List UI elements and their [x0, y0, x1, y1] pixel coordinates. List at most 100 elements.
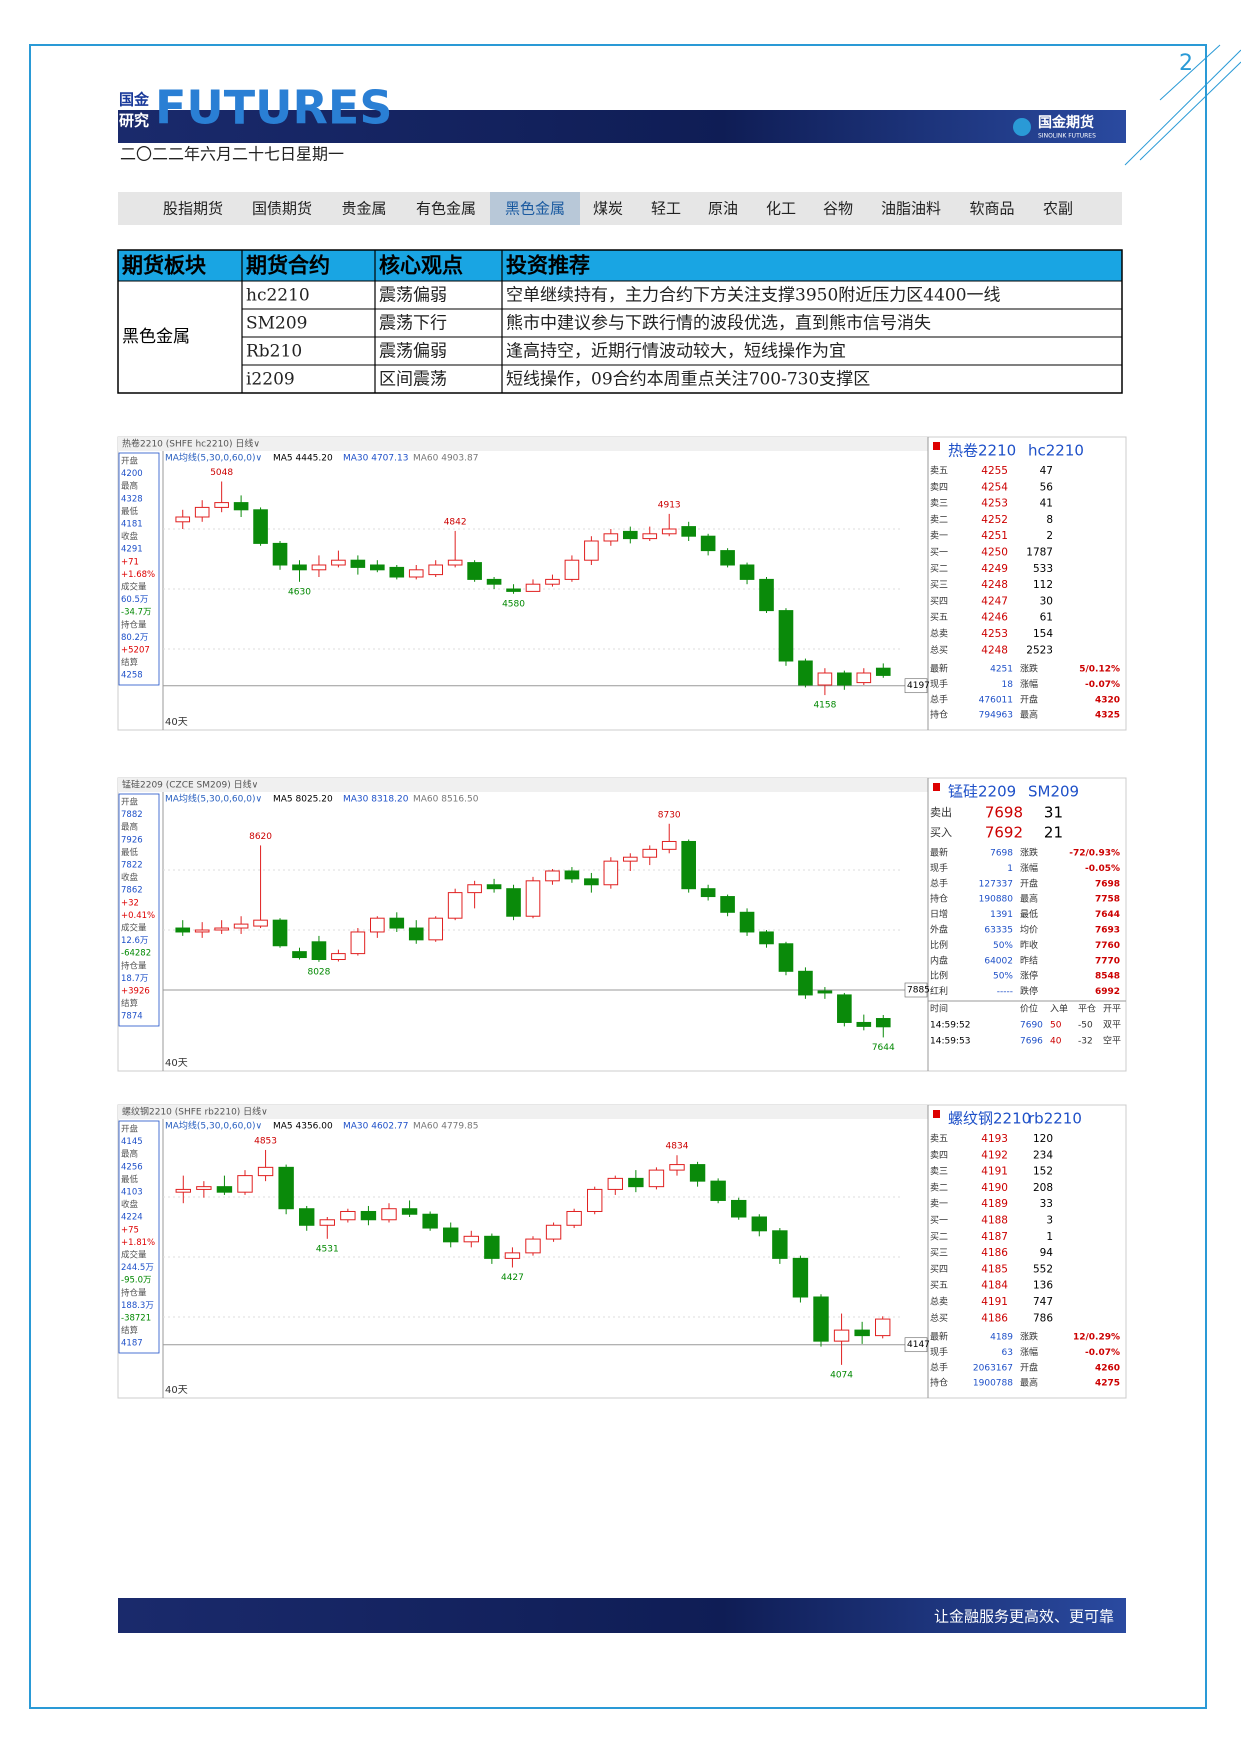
info-column — [118, 452, 160, 686]
tick-header: 开平 — [1103, 1004, 1121, 1015]
info-column — [118, 1120, 160, 1354]
book-volume: 136 — [1033, 1280, 1053, 1292]
stat-value: 190880 — [979, 895, 1014, 905]
candle-body — [175, 516, 191, 523]
book-volume: 94 — [1040, 1247, 1054, 1259]
candle-body — [778, 943, 794, 972]
stat-value: 1391 — [990, 910, 1013, 920]
book-volume: 533 — [1033, 563, 1053, 575]
tick-cell: 14:59:53 — [930, 1037, 970, 1047]
stat-label: 昨收 — [1020, 939, 1038, 951]
nav-tab[interactable]: 轻工 — [651, 200, 681, 218]
info-item: 244.5万 — [121, 1263, 154, 1273]
stat-label: 涨跌 — [1020, 848, 1038, 859]
period-label: 40天 — [165, 1058, 188, 1069]
price-annotation: 8620 — [249, 832, 272, 842]
candle-body — [584, 540, 599, 561]
candle-body — [759, 578, 774, 612]
book-volume: 21 — [1044, 824, 1063, 842]
nav-tab[interactable]: 国债期货 — [252, 200, 312, 218]
ma-value: MA30 4602.77 — [343, 1122, 408, 1132]
stat-label: 涨幅 — [1020, 862, 1038, 874]
candle-body — [299, 1208, 315, 1226]
candle-body — [486, 884, 502, 890]
book-price: 4189 — [981, 1198, 1008, 1210]
nav-tab[interactable]: 贵金属 — [341, 200, 386, 218]
price-annotation: 4630 — [288, 587, 311, 597]
info-item: 成交量 — [121, 1250, 147, 1261]
book-price: 7692 — [985, 824, 1023, 842]
reference-label-box — [904, 678, 928, 694]
nav-tab[interactable]: 农副 — [1043, 200, 1073, 218]
nav-tab[interactable]: 软商品 — [969, 200, 1014, 218]
info-item: 4258 — [121, 671, 143, 681]
candle-body — [837, 994, 852, 1023]
report-date: 二〇二二年六月二十七日星期一 — [120, 145, 344, 164]
candle-body — [607, 1177, 623, 1190]
book-price: 4251 — [981, 530, 1008, 542]
stat-value: -0.05% — [1085, 864, 1120, 874]
book-label: 卖四 — [930, 1150, 948, 1161]
tick-cell: -50 — [1078, 1021, 1093, 1031]
nav-tab[interactable]: 黑色金属 — [505, 200, 565, 218]
book-volume: 2523 — [1026, 644, 1053, 656]
info-item: +1.68% — [121, 570, 155, 580]
price-annotation: 4427 — [501, 1273, 524, 1283]
candle-body — [875, 1318, 891, 1337]
ma-label: MA均线(5,30,0,60,0)∨ — [165, 1120, 262, 1132]
nav-tab[interactable]: 化工 — [766, 200, 796, 218]
stat-label: 涨跌 — [1020, 1332, 1038, 1343]
book-volume: 2 — [1046, 530, 1053, 542]
candle-body — [751, 1216, 767, 1232]
info-item: 最高 — [121, 1149, 138, 1160]
tick-cell: 空平 — [1103, 1035, 1121, 1047]
info-item: 收盘 — [121, 1199, 139, 1210]
candle-body — [389, 917, 405, 929]
candle-body — [817, 672, 833, 686]
book-volume: 120 — [1033, 1133, 1053, 1145]
nav-tab[interactable]: 有色金属 — [416, 200, 476, 218]
table-cell: 区间震荡 — [379, 370, 447, 390]
nav-tab[interactable]: 煤炭 — [593, 200, 623, 218]
nav-tab[interactable]: 谷物 — [823, 200, 853, 218]
book-price: 4191 — [981, 1166, 1008, 1178]
stat-label: 均价 — [1020, 924, 1038, 936]
stat-value: 2063167 — [973, 1363, 1013, 1373]
candle-body — [739, 911, 755, 933]
nav-tab[interactable]: 油脂油料 — [881, 200, 941, 218]
candle-body — [545, 578, 560, 585]
nav-tab[interactable]: 股指期货 — [163, 200, 223, 218]
price-annotation: 8028 — [307, 967, 330, 977]
book-price: 4190 — [981, 1182, 1008, 1194]
chart-frame — [117, 777, 1127, 1072]
footer-band — [118, 1598, 1126, 1633]
stat-value: 127337 — [979, 879, 1013, 889]
nav-tab[interactable]: 原油 — [708, 200, 738, 218]
candle-body — [360, 1210, 377, 1221]
candle-body — [350, 931, 366, 955]
candle-body — [739, 564, 755, 580]
tick-header: 时间 — [930, 1003, 948, 1015]
book-volume: 1787 — [1026, 547, 1053, 559]
candle-body — [564, 870, 580, 880]
reference-label: 4197 — [907, 681, 930, 691]
info-item: 结算 — [121, 1325, 139, 1336]
candle-body — [237, 1175, 253, 1193]
book-label: 买三 — [930, 1248, 948, 1259]
candle-body — [720, 896, 735, 913]
info-item: 4103 — [121, 1188, 143, 1198]
stat-label: 开盘 — [1020, 693, 1038, 705]
ma-value: MA30 4707.13 — [343, 454, 408, 464]
book-label: 总买 — [930, 1312, 948, 1324]
info-item: 结算 — [121, 998, 139, 1009]
panel-icon — [933, 442, 940, 450]
stat-label: 持仓 — [930, 1377, 948, 1389]
tick-cell: 14:59:52 — [930, 1021, 970, 1031]
book-price: 4185 — [981, 1263, 1008, 1275]
candle-body — [216, 1186, 233, 1193]
candle-body — [545, 1224, 562, 1240]
price-annotation: 4842 — [444, 517, 467, 527]
info-item: 188.3万 — [121, 1301, 154, 1311]
stat-label: 最高 — [1020, 1377, 1038, 1389]
ma-value: MA5 4445.20 — [273, 454, 333, 464]
